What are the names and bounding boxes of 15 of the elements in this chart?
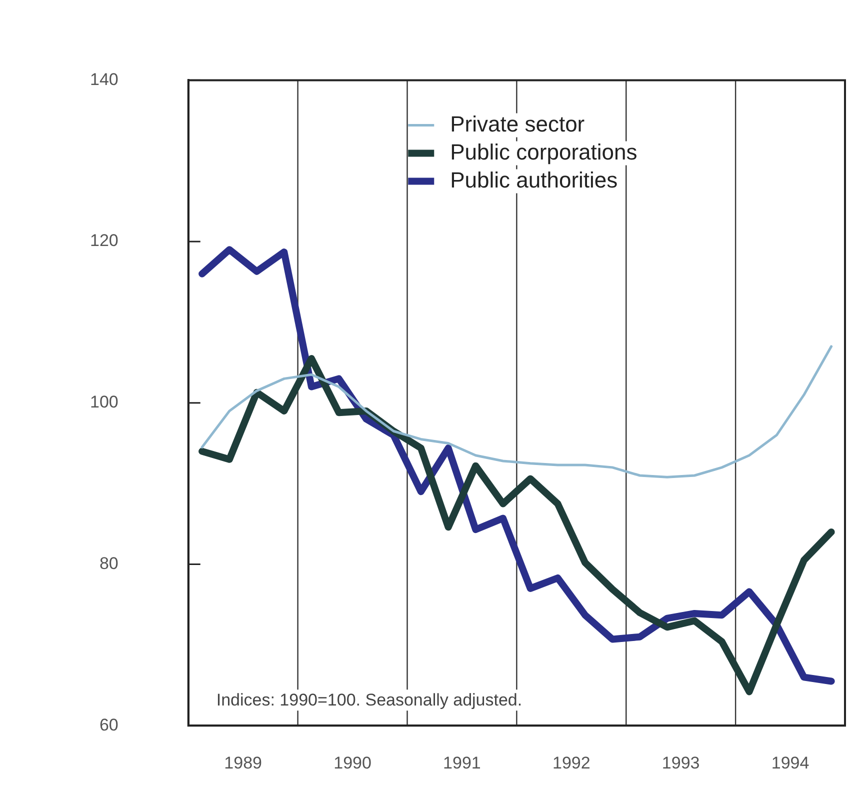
y-tick-label: 60 — [99, 715, 118, 734]
x-tick-label: 1993 — [662, 753, 700, 772]
y-tick-label: 80 — [99, 554, 118, 573]
x-tick-label: 1992 — [552, 753, 590, 772]
y-tick-label: 100 — [90, 392, 118, 412]
x-tick-label: 1994 — [771, 753, 810, 772]
y-tick-label: 140 — [90, 70, 118, 89]
legend-label: Private sector — [450, 111, 585, 136]
annotation: Indices: 1990=100. Seasonally adjusted. — [216, 690, 522, 710]
legend-label: Public authorities — [450, 167, 618, 192]
x-tick-label: 1990 — [334, 753, 372, 772]
x-tick-label: 1991 — [443, 753, 481, 772]
y-tick-label: 120 — [90, 231, 118, 250]
legend-label: Public corporations — [450, 139, 638, 164]
x-tick-label: 1989 — [224, 753, 262, 772]
